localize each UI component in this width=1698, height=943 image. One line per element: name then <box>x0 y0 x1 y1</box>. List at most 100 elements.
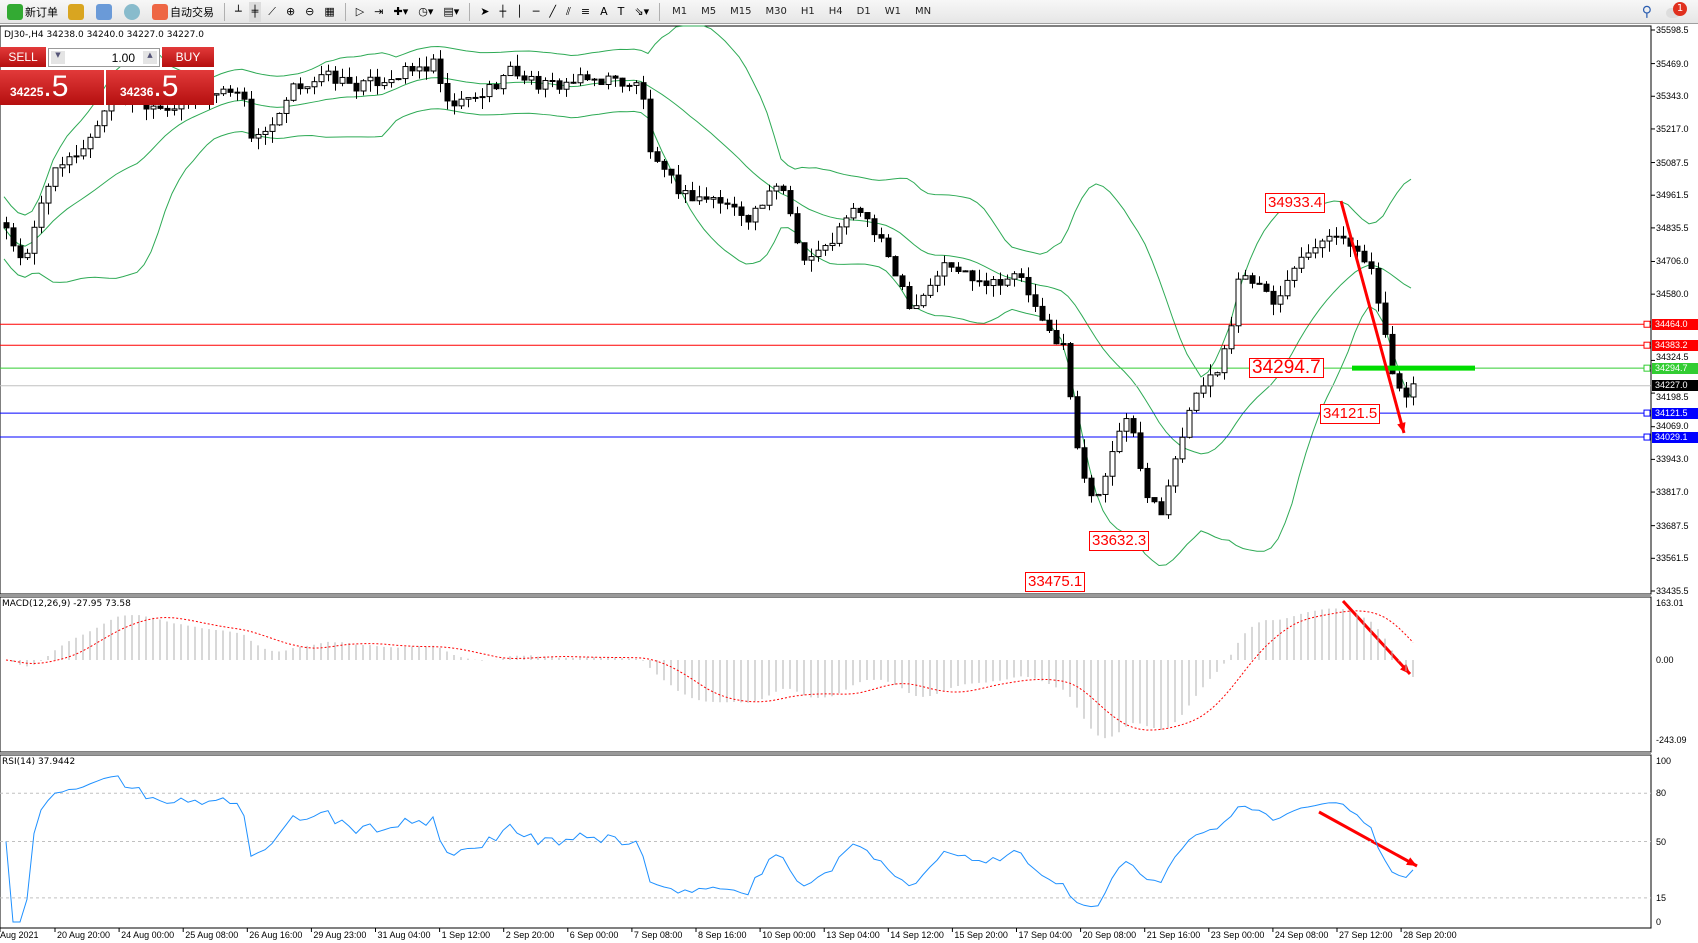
price-axis-label: 34198.5 <box>1656 392 1689 403</box>
crosshair-button[interactable]: ┼ <box>499 5 507 18</box>
bear-candle <box>794 213 801 244</box>
rsi-axis-label: 80 <box>1656 788 1667 799</box>
time-axis-label: 25 Aug 08:00 <box>185 930 239 940</box>
terminal-button[interactable] <box>93 2 117 22</box>
bull-candle <box>815 249 822 258</box>
market-watch-button[interactable] <box>65 2 89 22</box>
volume-down-button[interactable]: ▼ <box>51 51 65 64</box>
timeframe-m15[interactable]: M15 <box>730 6 752 17</box>
notifications-button[interactable]: 1 <box>1666 2 1688 22</box>
auto-trading-icon <box>152 3 168 20</box>
time-axis-label: 17 Sep 04:00 <box>1018 930 1073 940</box>
bull-candle <box>710 197 717 200</box>
indicators-button[interactable]: ✚▾ <box>393 5 409 18</box>
bear-candle <box>1158 501 1165 516</box>
sell-button[interactable]: SELL <box>0 47 46 67</box>
timeframe-h1[interactable]: H1 <box>800 6 815 17</box>
rsi-axis-label: 15 <box>1656 892 1667 903</box>
bull-candle <box>465 97 472 100</box>
bear-candle <box>1130 418 1137 434</box>
time-axis-label: 23 Sep 00:00 <box>1210 930 1265 940</box>
time-axis-label: 1 Sep 12:00 <box>441 930 491 940</box>
bear-candle <box>409 66 416 72</box>
bear-candle <box>164 107 171 111</box>
macd-axis-label: 163.01 <box>1656 598 1684 608</box>
auto-trading-button[interactable]: 自动交易 <box>149 2 217 22</box>
text-label-button[interactable]: T <box>617 5 625 18</box>
candle-chart-button[interactable]: ╪ <box>248 1 262 22</box>
bear-candle <box>1081 447 1088 479</box>
chart-shift-button[interactable]: ⇥ <box>374 5 384 18</box>
bull-candle <box>1011 273 1018 280</box>
timeframe-mn[interactable]: MN <box>914 6 932 17</box>
bar-chart-button[interactable]: ┴ <box>235 5 242 18</box>
bear-candle <box>787 190 794 215</box>
price-axis-label: 35343.0 <box>1656 91 1689 102</box>
timeframe-d1[interactable]: D1 <box>856 6 871 17</box>
bear-candle <box>878 234 885 239</box>
signals-button[interactable] <box>121 2 145 22</box>
search-icon[interactable]: ⚲ <box>1641 4 1652 20</box>
bull-candle <box>486 84 493 98</box>
bear-candle <box>3 222 10 229</box>
bull-candle <box>913 305 920 310</box>
timeframe-m1[interactable]: M1 <box>672 6 688 17</box>
autoscroll-button[interactable]: ▷ <box>355 5 365 18</box>
bear-candle <box>1340 235 1347 239</box>
rsi-axis-label: 50 <box>1656 836 1667 847</box>
bear-candle <box>451 100 458 107</box>
bull-candle <box>759 204 766 209</box>
signal-icon <box>124 3 140 20</box>
bear-candle <box>1382 302 1389 335</box>
bull-candle <box>269 124 276 132</box>
vertical-line-button[interactable]: │ <box>516 5 523 18</box>
bull-candle <box>626 84 633 87</box>
volume-field[interactable]: ▼ 1.00 ▲ <box>48 48 160 67</box>
timeframe-m5[interactable]: M5 <box>701 6 717 17</box>
bear-candle <box>1046 319 1053 332</box>
separator <box>469 2 471 21</box>
line-chart-button[interactable]: ⟋ <box>268 4 276 18</box>
periods-button[interactable]: ◷▾ <box>418 5 434 18</box>
horizontal-line-button[interactable]: ─ <box>532 5 540 18</box>
bull-candle <box>458 98 465 107</box>
price-axis-label: 34069.0 <box>1656 420 1689 431</box>
bear-candle <box>535 75 542 90</box>
new-order-button[interactable]: 新订单 <box>4 2 61 22</box>
bear-candle <box>514 65 521 77</box>
buy-button[interactable]: BUY <box>162 47 214 67</box>
bear-candle <box>1368 261 1375 269</box>
bear-candle <box>885 237 892 258</box>
price-axis-label: 33561.5 <box>1656 553 1689 564</box>
bull-candle <box>1312 247 1319 254</box>
time-axis-label: 15 Sep 20:00 <box>954 930 1008 940</box>
cursor-button[interactable]: ➤ <box>480 5 490 18</box>
timeframe-m30[interactable]: M30 <box>765 6 787 17</box>
bear-candle <box>871 218 878 236</box>
tile-windows-button[interactable]: ▦ <box>324 5 335 18</box>
bull-candle <box>1291 267 1298 281</box>
bull-candle <box>1333 235 1340 238</box>
sell-price[interactable]: 34225.5 <box>0 70 104 105</box>
arrows-button[interactable]: ⇘▾ <box>634 5 650 18</box>
channel-button[interactable]: ⫽ <box>566 4 571 18</box>
timeframe-w1[interactable]: W1 <box>884 6 901 17</box>
price-axis-label: 35598.5 <box>1656 25 1689 35</box>
trendline-button[interactable]: ╱ <box>549 5 556 18</box>
bull-candle <box>563 81 570 90</box>
templates-button[interactable]: ▤▾ <box>443 5 460 18</box>
timeframe-h4[interactable]: H4 <box>828 6 843 17</box>
zoom-out-button[interactable]: ⊖ <box>305 5 315 18</box>
macd-label: MACD(12,26,9) -27.95 73.58 <box>2 599 131 609</box>
bull-candle <box>304 86 311 90</box>
bear-candle <box>493 84 500 90</box>
buy-price[interactable]: 34236.5 <box>106 70 214 105</box>
volume-up-button[interactable]: ▲ <box>143 51 157 64</box>
bull-candle <box>52 167 59 187</box>
fibonacci-button[interactable]: ≡ <box>580 5 591 18</box>
price-level-tag: 34294.7 <box>1652 362 1698 374</box>
bull-candle <box>262 130 269 135</box>
text-button[interactable]: A <box>600 5 608 18</box>
zoom-in-button[interactable]: ⊕ <box>285 5 296 18</box>
